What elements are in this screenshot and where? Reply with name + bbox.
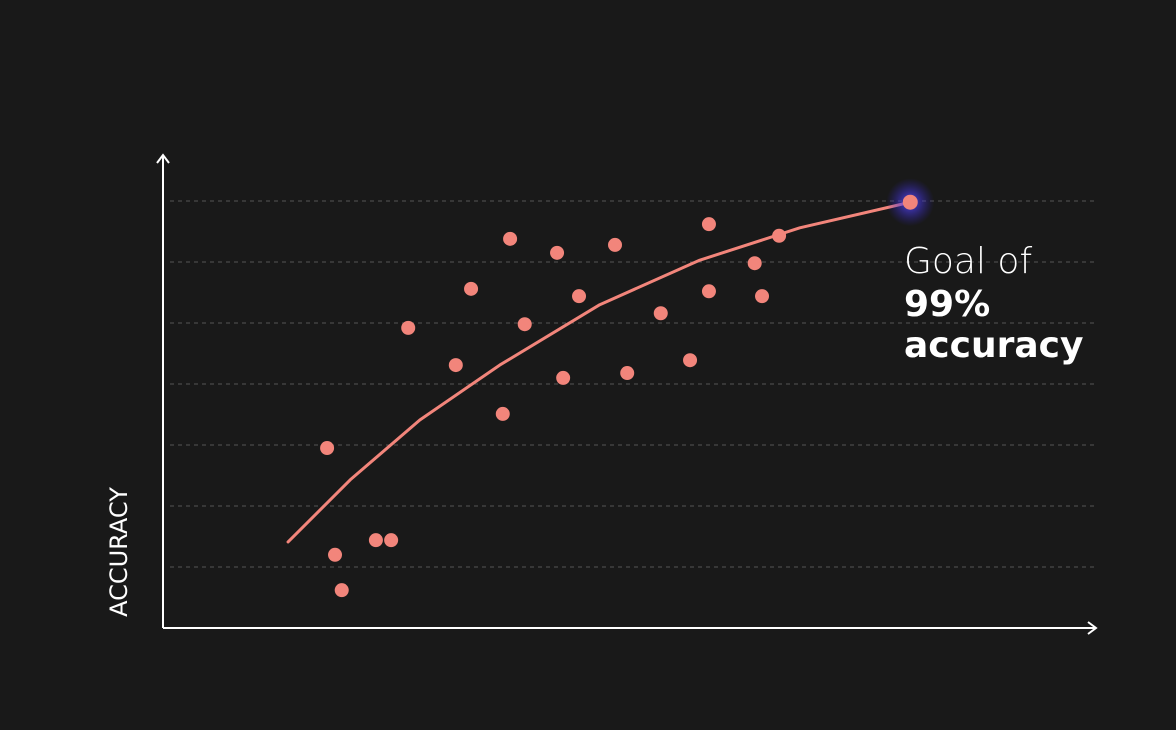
point: [320, 441, 335, 456]
point: [701, 217, 716, 232]
point: [368, 533, 383, 548]
point: [608, 237, 623, 252]
goal-label: accuracy: [904, 325, 1083, 366]
point: [334, 583, 349, 598]
point: [464, 281, 479, 296]
point: [572, 289, 587, 304]
y-arrow: [156, 153, 170, 164]
point: [550, 245, 565, 260]
point: [747, 256, 762, 271]
point: [328, 547, 343, 562]
point: [701, 284, 716, 299]
point: [448, 358, 463, 373]
marks: [286, 178, 935, 598]
point: [653, 306, 668, 321]
point: [755, 289, 770, 304]
point: [556, 370, 571, 385]
point: [517, 317, 532, 332]
point: [683, 353, 698, 368]
point: [384, 533, 399, 548]
goal-point: [902, 194, 918, 210]
point: [620, 366, 635, 381]
x-arrow: [1087, 621, 1098, 635]
trend-line: [286, 200, 912, 544]
goal-label: 99%: [904, 284, 990, 325]
point: [401, 320, 416, 335]
point: [503, 231, 518, 246]
point: [495, 406, 510, 421]
y-axis-label: ACCURACY: [105, 487, 133, 617]
goal-label: Goal of: [904, 241, 1032, 282]
